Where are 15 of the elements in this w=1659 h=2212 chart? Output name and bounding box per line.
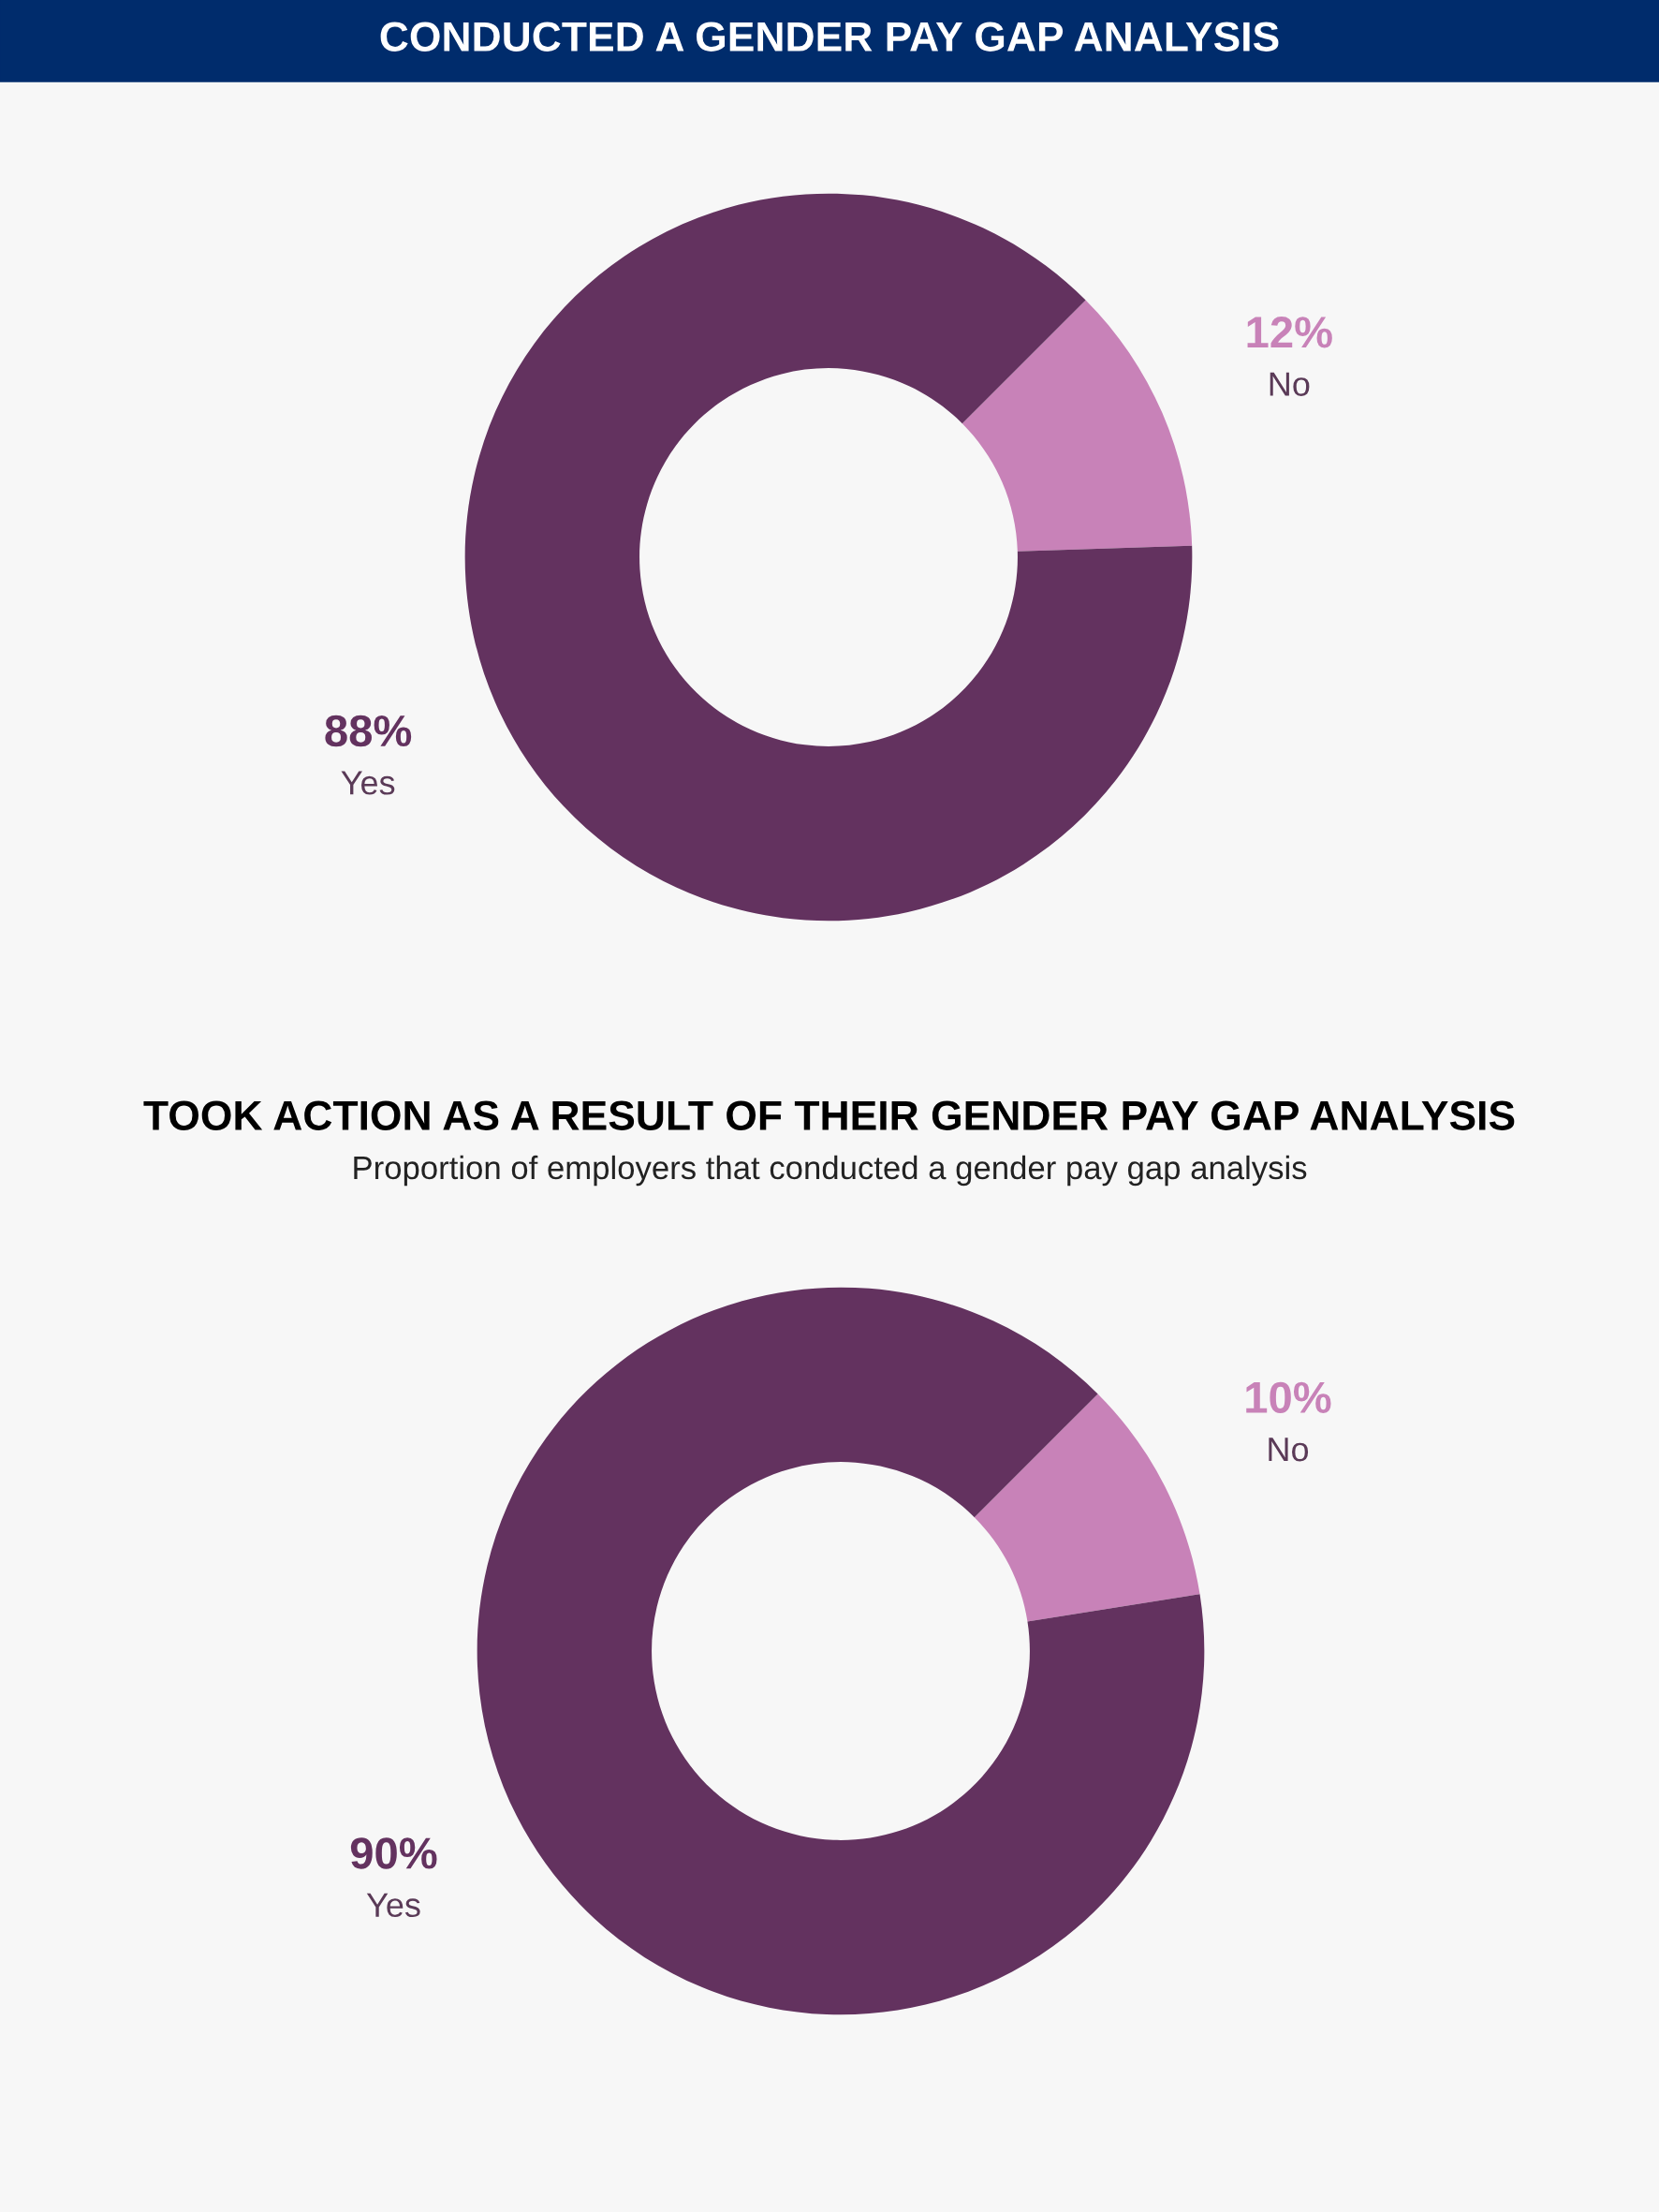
data-label: 88% xyxy=(325,715,412,747)
chart-title: CONDUCTED A GENDER PAY GAP ANALYSIS xyxy=(380,22,1279,52)
data-label: 90% xyxy=(350,1837,437,1869)
donut-slice xyxy=(477,1287,1205,2015)
chart-subtitle: Proportion of employers that conducted a gender pay gap analysis xyxy=(354,1155,1307,1187)
donut-slice xyxy=(464,193,1193,922)
slice-label: Yes xyxy=(366,1893,420,1918)
slice-label: Yes xyxy=(341,771,395,795)
donut-slice xyxy=(974,1394,1200,1622)
donut-slice xyxy=(962,300,1193,552)
data-label: 12% xyxy=(1247,317,1332,348)
slice-label: No xyxy=(1270,372,1310,396)
data-label: 10% xyxy=(1246,1381,1331,1414)
chart-title: TOOK ACTION AS A RESULT OF THEIR GENDER PAY GAP ANALYSIS xyxy=(143,1100,1515,1130)
slice-label: No xyxy=(1269,1438,1309,1462)
